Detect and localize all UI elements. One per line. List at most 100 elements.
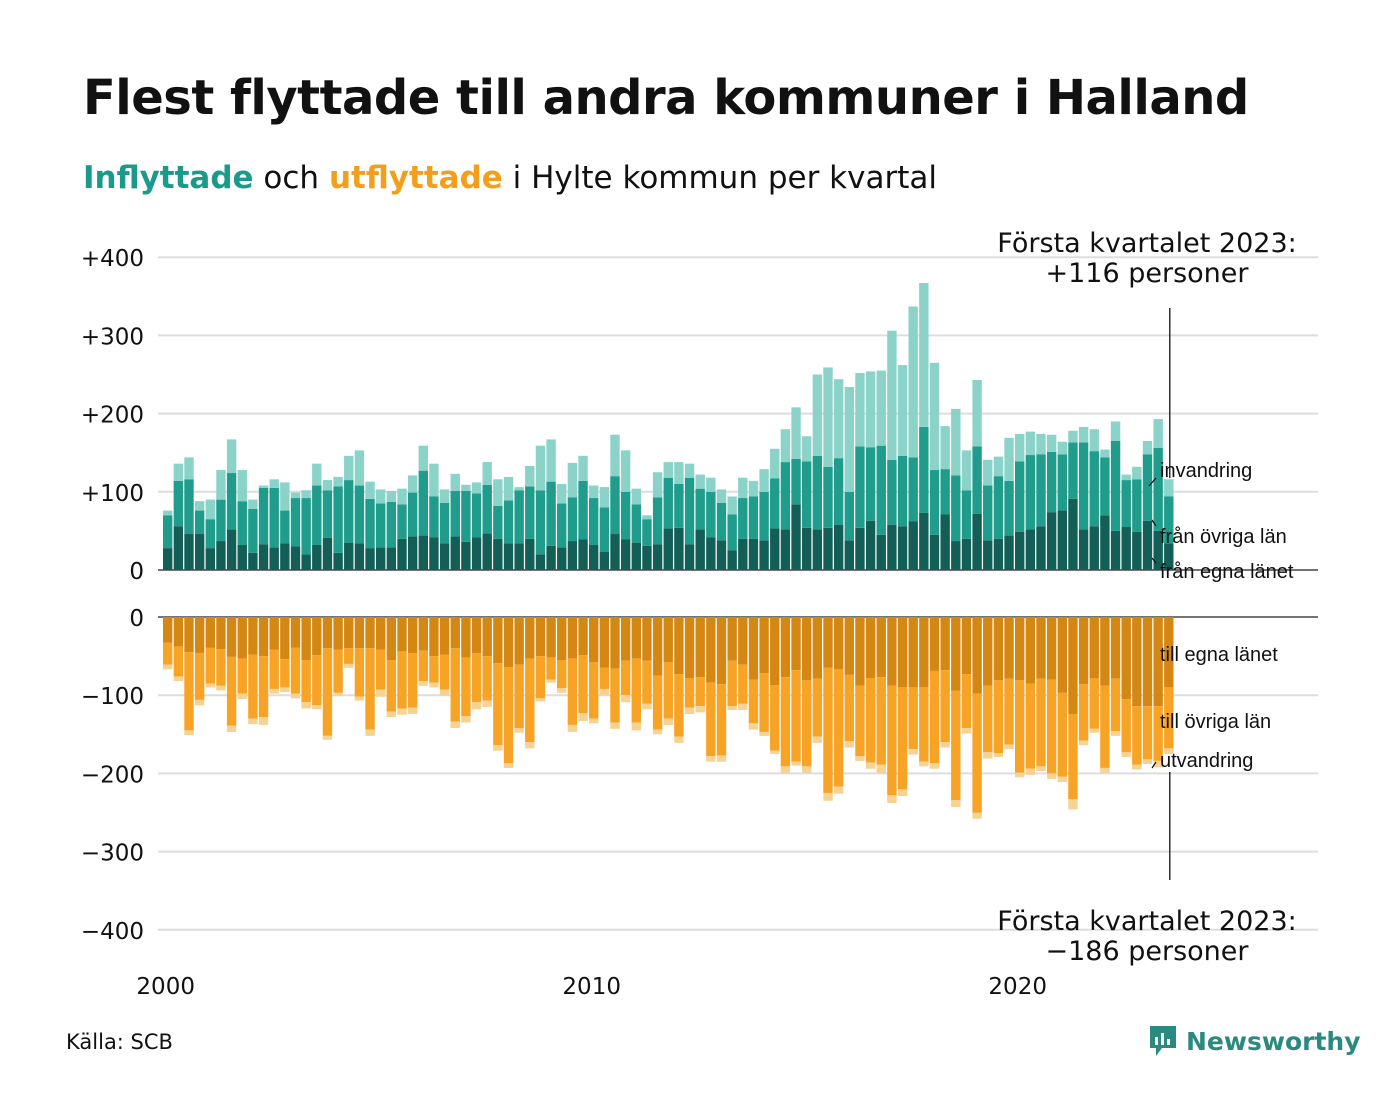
outflow-bar-segment: [1078, 684, 1089, 741]
outflow-bar-segment: [589, 718, 599, 724]
outflow-bar-segment: [940, 617, 950, 671]
outflow-bar-segment: [1078, 617, 1089, 685]
inflow-bar-segment: [429, 537, 439, 570]
outflow-bar-segment: [620, 617, 631, 661]
inflow-bar-segment: [652, 472, 663, 498]
inflow-bar-segment: [482, 462, 492, 485]
outflow-bar-segment: [557, 688, 567, 693]
inflow-bar-segment: [439, 543, 450, 570]
inflow-bar-segment: [599, 507, 610, 553]
outflow-bar-segment: [205, 617, 215, 648]
outflow-bar-segment: [919, 617, 929, 688]
inflow-bar-segment: [407, 536, 418, 570]
inflow-bar-segment: [695, 488, 705, 530]
outflow-bar-segment: [450, 721, 460, 729]
inflow-bar-segment: [280, 482, 290, 511]
outflow-bar-segment: [908, 617, 918, 688]
outflow-bar-segment: [365, 648, 375, 730]
outflow-bar-segment: [301, 660, 311, 703]
inflow-bar-segment: [567, 497, 578, 542]
inflow-bar-segment: [1025, 455, 1036, 530]
outflow-bar-segment: [397, 651, 407, 709]
inflow-bar-segment: [812, 374, 823, 456]
outflow-bar-segment: [802, 766, 812, 773]
inflow-bar-segment: [684, 477, 695, 545]
inflow-bar-segment: [1057, 454, 1067, 511]
inflow-bar-segment: [237, 544, 247, 570]
inflow-bar-segment: [876, 445, 886, 535]
top-y-tick-label: +200: [81, 403, 144, 429]
outflow-bar-segment: [386, 617, 397, 661]
newsworthy-bars-icon: [1150, 1026, 1176, 1056]
inflow-bar-segment: [1089, 429, 1099, 452]
ovriga-leader: [1151, 519, 1157, 527]
inflow-bar-segment: [993, 456, 1004, 477]
outflow-bar-segment: [567, 617, 578, 659]
outflow-bar-segment: [439, 654, 450, 690]
outflow-bar-segment: [1015, 680, 1025, 773]
outflow-bar-segment: [791, 761, 801, 766]
outflow-bar-segment: [344, 617, 354, 649]
outflow-bar-segment: [525, 742, 535, 749]
outflow-bar-segment: [418, 617, 428, 651]
inflow-bar-segment: [716, 540, 727, 570]
inflow-bar-segment: [812, 455, 823, 530]
x-tick-label: 2000: [136, 974, 195, 1000]
inflow-bar-segment: [1132, 531, 1142, 570]
outflow-bar-segment: [461, 716, 471, 723]
inflow-bar-segment: [1057, 441, 1067, 455]
inflow-bar-segment: [226, 439, 237, 474]
outflow-bar-segment: [610, 722, 620, 729]
inflow-bar-segment: [503, 500, 514, 544]
inflow-bar-segment: [1068, 498, 1078, 570]
inflow-bar-segment: [205, 548, 215, 570]
inflow-bar-segment: [865, 447, 876, 521]
inflow-bar-segment: [333, 476, 343, 487]
outflow-bar-segment: [1057, 692, 1067, 777]
inflow-bar-segment: [887, 459, 897, 525]
outflow-bar-segment: [354, 617, 365, 649]
outflow-bar-segment: [194, 652, 205, 700]
outflow-bar-segment: [951, 690, 961, 800]
outflow-bar-segment: [759, 673, 769, 732]
outflow-bar-segment: [237, 693, 247, 700]
outflow-bar-segment: [450, 617, 460, 649]
inflow-bar-segment: [1004, 480, 1014, 536]
egna-leader: [1151, 557, 1157, 564]
inflow-bar-segment: [333, 552, 343, 570]
inflow-bar-segment: [194, 501, 205, 511]
inflow-series-label: från egna länet: [1160, 561, 1294, 583]
inflow-bar-segment: [386, 491, 397, 502]
outflow-bar-segment: [376, 689, 386, 697]
inflow-bar-segment: [535, 490, 546, 555]
inflow-bar-segment: [1068, 430, 1078, 443]
outflow-bar-segment: [557, 660, 567, 689]
inflow-bar-segment: [855, 446, 865, 528]
outflow-bar-segment: [1089, 677, 1099, 729]
inflow-bar-segment: [493, 505, 503, 539]
inflow-bar-segment: [216, 499, 226, 542]
inflow-bar-segment: [1164, 496, 1174, 544]
inflow-bar-segment: [844, 491, 854, 541]
outflow-bar-segment: [833, 617, 844, 670]
outflow-bar-segment: [897, 789, 908, 797]
inflow-bar-segment: [855, 372, 865, 447]
inflow-bar-segment: [450, 491, 460, 537]
outflow-bar-segment: [1025, 683, 1036, 769]
outflow-bar-segment: [929, 617, 940, 671]
inflow-bar-segment: [919, 426, 929, 513]
inflow-bar-segment: [802, 461, 812, 528]
inflow-bar-segment: [908, 521, 918, 570]
inflow-bar-segment: [791, 504, 801, 570]
inflow-bar-segment: [503, 543, 514, 570]
outflow-bar-segment: [163, 642, 173, 665]
outflow-bar-segment: [248, 654, 258, 719]
bottom-y-tick-label: −200: [81, 762, 144, 788]
inflow-bar-segment: [876, 534, 886, 570]
outflow-bar-segment: [333, 649, 343, 693]
inflow-bar-segment: [855, 527, 865, 570]
outflow-bar-segment: [780, 617, 791, 678]
outflow-bar-segment: [1121, 752, 1131, 757]
inflow-bar-segment: [1046, 512, 1057, 570]
